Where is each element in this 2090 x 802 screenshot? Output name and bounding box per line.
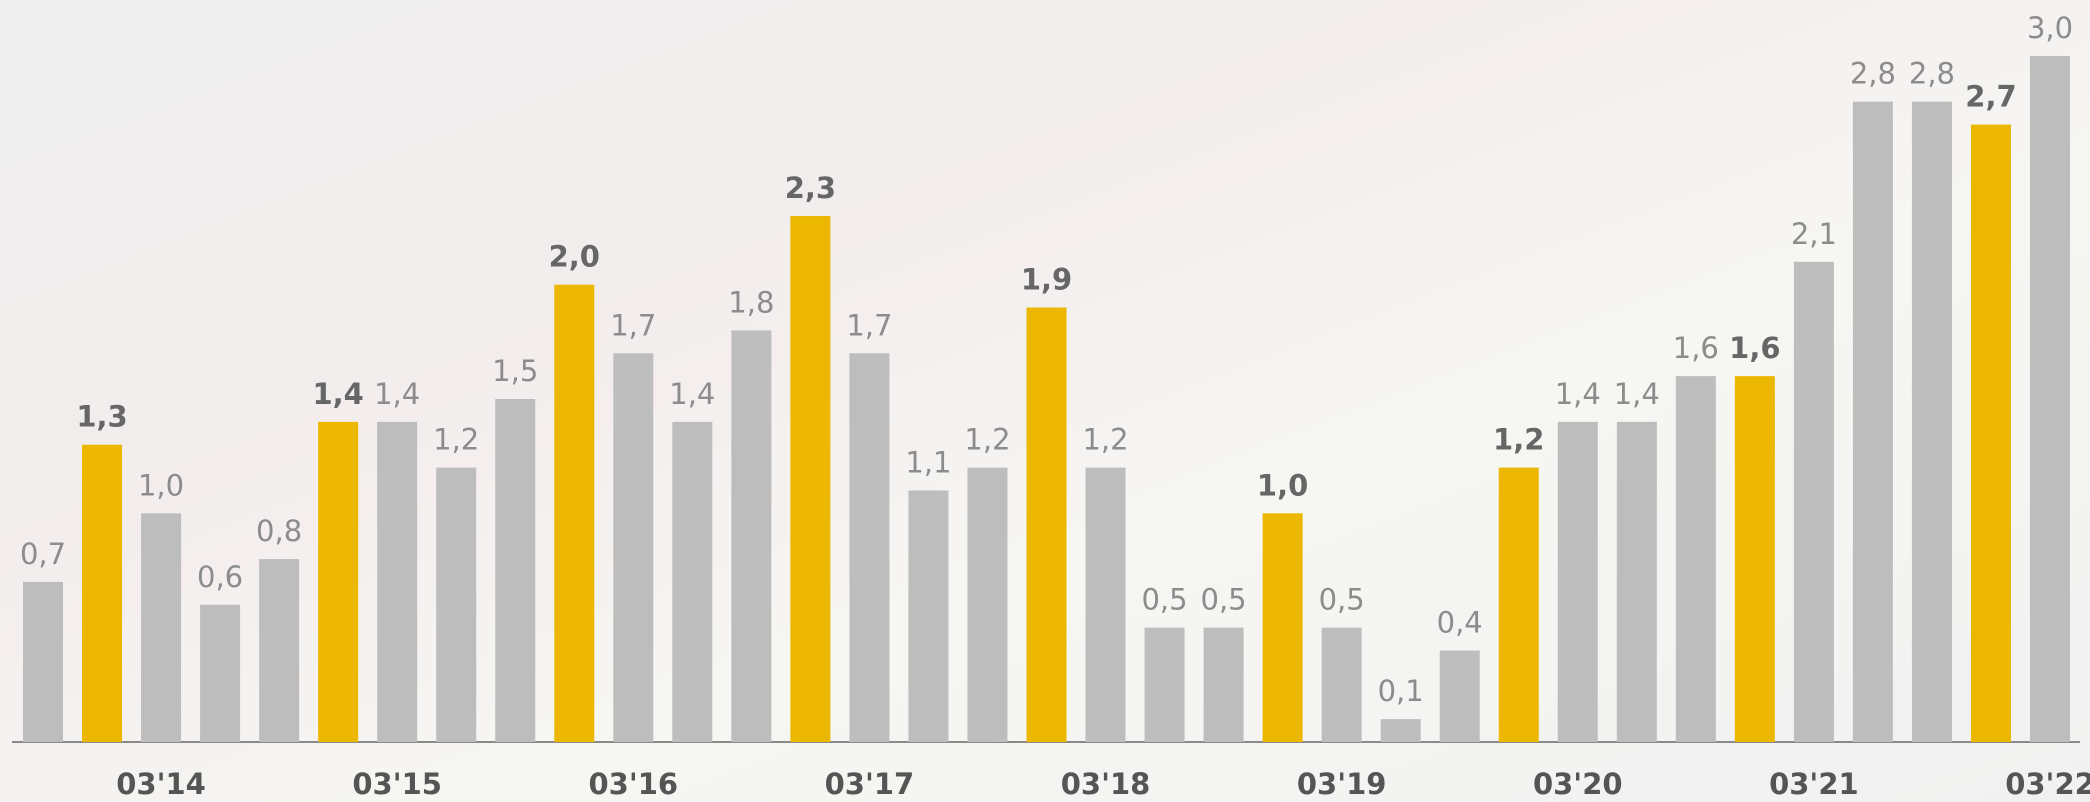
bar (790, 216, 830, 742)
bar (1558, 422, 1598, 742)
bar (1440, 651, 1480, 742)
value-label: 1,5 (492, 354, 538, 388)
x-tick-label: 03'21 (1769, 767, 1859, 801)
value-label: 1,2 (964, 423, 1010, 457)
bar (731, 330, 771, 742)
bar (1086, 468, 1126, 742)
value-label: 1,4 (374, 377, 420, 411)
value-label: 1,6 (1729, 331, 1780, 365)
x-tick-label: 03'17 (825, 767, 915, 801)
value-label: 1,7 (846, 308, 892, 342)
value-label: 2,3 (785, 171, 836, 205)
bar (1676, 376, 1716, 742)
bar (1381, 719, 1421, 742)
x-tick-label: 03'19 (1297, 767, 1387, 801)
value-label: 2,1 (1791, 217, 1837, 251)
bar (1912, 102, 1952, 742)
value-label: 0,1 (1378, 674, 1424, 708)
bar (495, 399, 535, 742)
value-label: 3,0 (2027, 11, 2073, 45)
bar (1971, 125, 2011, 742)
value-label: 0,7 (20, 537, 66, 571)
value-label: 1,4 (1555, 377, 1601, 411)
bar (1735, 376, 1775, 742)
value-label: 1,3 (76, 400, 127, 434)
value-label: 1,2 (1493, 423, 1544, 457)
bar (1794, 262, 1834, 742)
x-tick-label: 03'20 (1533, 767, 1623, 801)
bar (82, 445, 122, 742)
bar (613, 353, 653, 742)
bar (1027, 308, 1067, 742)
value-label: 0,4 (1437, 606, 1483, 640)
x-tick-label: 03'14 (116, 767, 206, 801)
value-label: 0,6 (197, 560, 243, 594)
bar (1145, 628, 1185, 742)
bar (436, 468, 476, 742)
bar (1853, 102, 1893, 742)
bar (318, 422, 358, 742)
bar (2030, 56, 2070, 742)
x-tick-label: 03'16 (588, 767, 678, 801)
value-label: 0,5 (1141, 583, 1187, 617)
bar (377, 422, 417, 742)
value-label: 1,8 (728, 285, 774, 319)
value-label: 1,0 (138, 468, 184, 502)
value-label: 1,0 (1257, 468, 1308, 502)
bar (1204, 628, 1244, 742)
value-label: 1,2 (433, 423, 479, 457)
value-label: 2,8 (1850, 57, 1896, 91)
value-label: 0,5 (1319, 583, 1365, 617)
value-label: 1,4 (312, 377, 363, 411)
value-label: 1,2 (1082, 423, 1128, 457)
x-tick-label: 03'18 (1061, 767, 1151, 801)
page: 0,7 1,3 03'14 1,0 0,6 0,8 1,4 03'15 1,4 1,2 1,5 2,0… (0, 0, 2090, 802)
chart: 0,7 1,3 03'14 1,0 0,6 0,8 1,4 03'15 1,4 1,2 1,5 2,0… (0, 0, 2090, 802)
value-label: 0,5 (1201, 583, 1247, 617)
x-tick-label: 03'22 (2005, 767, 2090, 801)
value-label: 2,8 (1909, 57, 1955, 91)
bar (259, 559, 299, 742)
bar (141, 513, 181, 742)
bar (554, 285, 594, 742)
value-label: 1,1 (905, 445, 951, 479)
bar (23, 582, 63, 742)
bar (672, 422, 712, 742)
bar (1322, 628, 1362, 742)
value-label: 1,9 (1021, 263, 1072, 297)
value-label: 0,8 (256, 514, 302, 548)
value-label: 1,4 (1614, 377, 1660, 411)
bar (1617, 422, 1657, 742)
value-label: 2,0 (549, 240, 600, 274)
bar (1499, 468, 1539, 742)
bar (849, 353, 889, 742)
bar (967, 468, 1007, 742)
value-label: 1,6 (1673, 331, 1719, 365)
bar (908, 490, 948, 742)
x-tick-label: 03'15 (352, 767, 442, 801)
value-label: 1,7 (610, 308, 656, 342)
bar (1263, 513, 1303, 742)
value-label: 1,4 (669, 377, 715, 411)
value-label: 2,7 (1965, 80, 2016, 114)
bar (200, 605, 240, 742)
